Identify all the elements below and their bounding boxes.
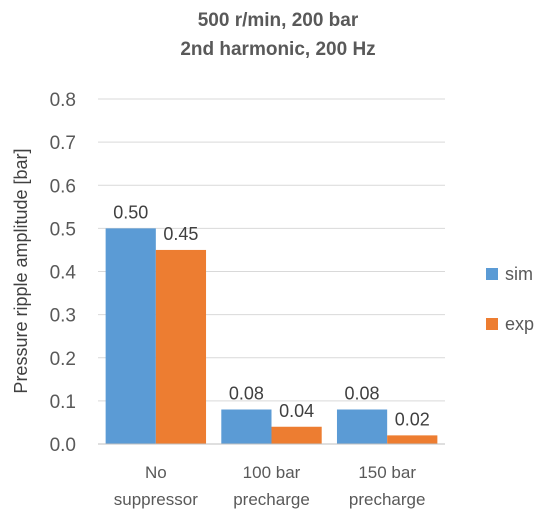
bar-exp-1: [155, 249, 207, 444]
data-label-sim-3: 0.08: [345, 384, 380, 404]
legend-label-sim: sim: [505, 264, 533, 284]
bar-exp-3: [387, 435, 438, 444]
y-tick-label: 0.7: [50, 133, 76, 154]
legend: sim exp: [486, 264, 534, 334]
x-axis-categories: No suppressor 100 bar precharge 150 bar prech…: [114, 463, 426, 509]
y-tick-label: 0.0: [50, 435, 76, 456]
bar-sim-3: [336, 409, 388, 444]
chart-title: 500 r/min, 200 bar 2nd harmonic, 200 Hz: [180, 10, 375, 60]
x-category-label: precharge: [349, 490, 426, 509]
legend-label-exp: exp: [505, 314, 534, 334]
data-label-exp-1: 0.45: [163, 224, 198, 244]
y-tick-label: 0.4: [50, 263, 77, 284]
data-label-sim-1: 0.50: [113, 202, 148, 222]
chart-title-line-1: 500 r/min, 200 bar: [198, 10, 359, 31]
x-category-label: precharge: [233, 490, 310, 509]
y-tick-label: 0.3: [50, 306, 76, 327]
bar-sim-2: [221, 409, 272, 444]
bar-exp-2: [271, 426, 322, 444]
x-category-label: suppressor: [114, 490, 198, 509]
y-axis-ticks: 0.0 0.1 0.2 0.3 0.4 0.5 0.6 0.7 0.8: [50, 90, 77, 456]
y-tick-label: 0.6: [50, 176, 76, 197]
data-labels: 0.50 0.45 0.08 0.04 0.08 0.02: [113, 202, 430, 429]
y-tick-label: 0.2: [50, 349, 76, 370]
y-axis-title: Pressure ripple amplitude [bar]: [11, 148, 31, 393]
chart-title-line-2: 2nd harmonic, 200 Hz: [180, 39, 375, 60]
x-category-label: 100 bar: [243, 463, 301, 482]
y-tick-label: 0.5: [50, 219, 76, 240]
legend-swatch-sim: [486, 268, 498, 280]
data-label-exp-3: 0.02: [395, 409, 430, 429]
legend-swatch-exp: [486, 318, 498, 330]
x-category-label: No: [145, 463, 167, 482]
data-label-sim-2: 0.08: [229, 384, 264, 404]
x-category-label: 150 bar: [358, 463, 416, 482]
data-label-exp-2: 0.04: [279, 401, 314, 421]
bars: [105, 228, 438, 444]
y-tick-label: 0.8: [50, 90, 76, 111]
y-tick-label: 0.1: [50, 392, 76, 413]
bar-sim-1: [105, 228, 156, 444]
